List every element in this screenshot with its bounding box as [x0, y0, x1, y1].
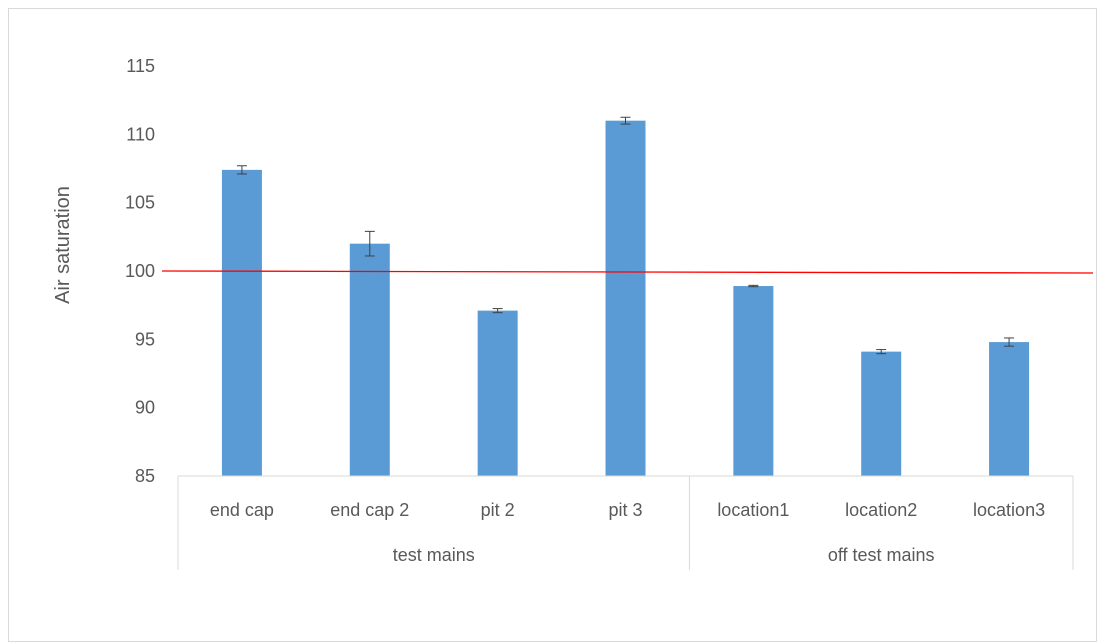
- bar: [221, 169, 262, 476]
- y-axis-ticks: 85 90 95 100 105 110 115: [125, 56, 155, 486]
- x-tick-label: location1: [717, 500, 789, 520]
- x-tick-label: pit 2: [481, 500, 515, 520]
- x-tick-label: pit 3: [608, 500, 642, 520]
- y-tick-label: 105: [125, 193, 155, 213]
- y-tick-label: 115: [126, 56, 155, 76]
- y-tick-label: 90: [135, 398, 155, 418]
- bar: [861, 351, 902, 476]
- bar: [349, 243, 390, 476]
- bars: [221, 120, 1030, 477]
- x-axis: end cap end cap 2 pit 2 pit 3 location1 locat…: [177, 475, 1074, 570]
- y-axis-title: Air saturation: [52, 186, 74, 304]
- bar: [989, 342, 1030, 476]
- y-tick-label: 85: [135, 466, 155, 486]
- bar: [605, 120, 646, 477]
- y-tick-label: 100: [125, 261, 155, 281]
- group-label: off test mains: [828, 545, 935, 565]
- y-tick-label: 95: [135, 329, 155, 349]
- bar: [477, 310, 518, 476]
- chart-area: [8, 8, 1097, 642]
- x-tick-label: end cap 2: [330, 500, 409, 520]
- reference-line-group: [161, 270, 1094, 274]
- group-label: test mains: [393, 545, 475, 565]
- bar: [733, 286, 774, 476]
- x-tick-label: location2: [845, 500, 917, 520]
- reference-line: [161, 270, 1094, 274]
- y-tick-label: 110: [126, 124, 155, 144]
- error-bars: [236, 116, 1015, 355]
- x-tick-label: end cap: [210, 500, 274, 520]
- x-tick-label: location3: [973, 500, 1045, 520]
